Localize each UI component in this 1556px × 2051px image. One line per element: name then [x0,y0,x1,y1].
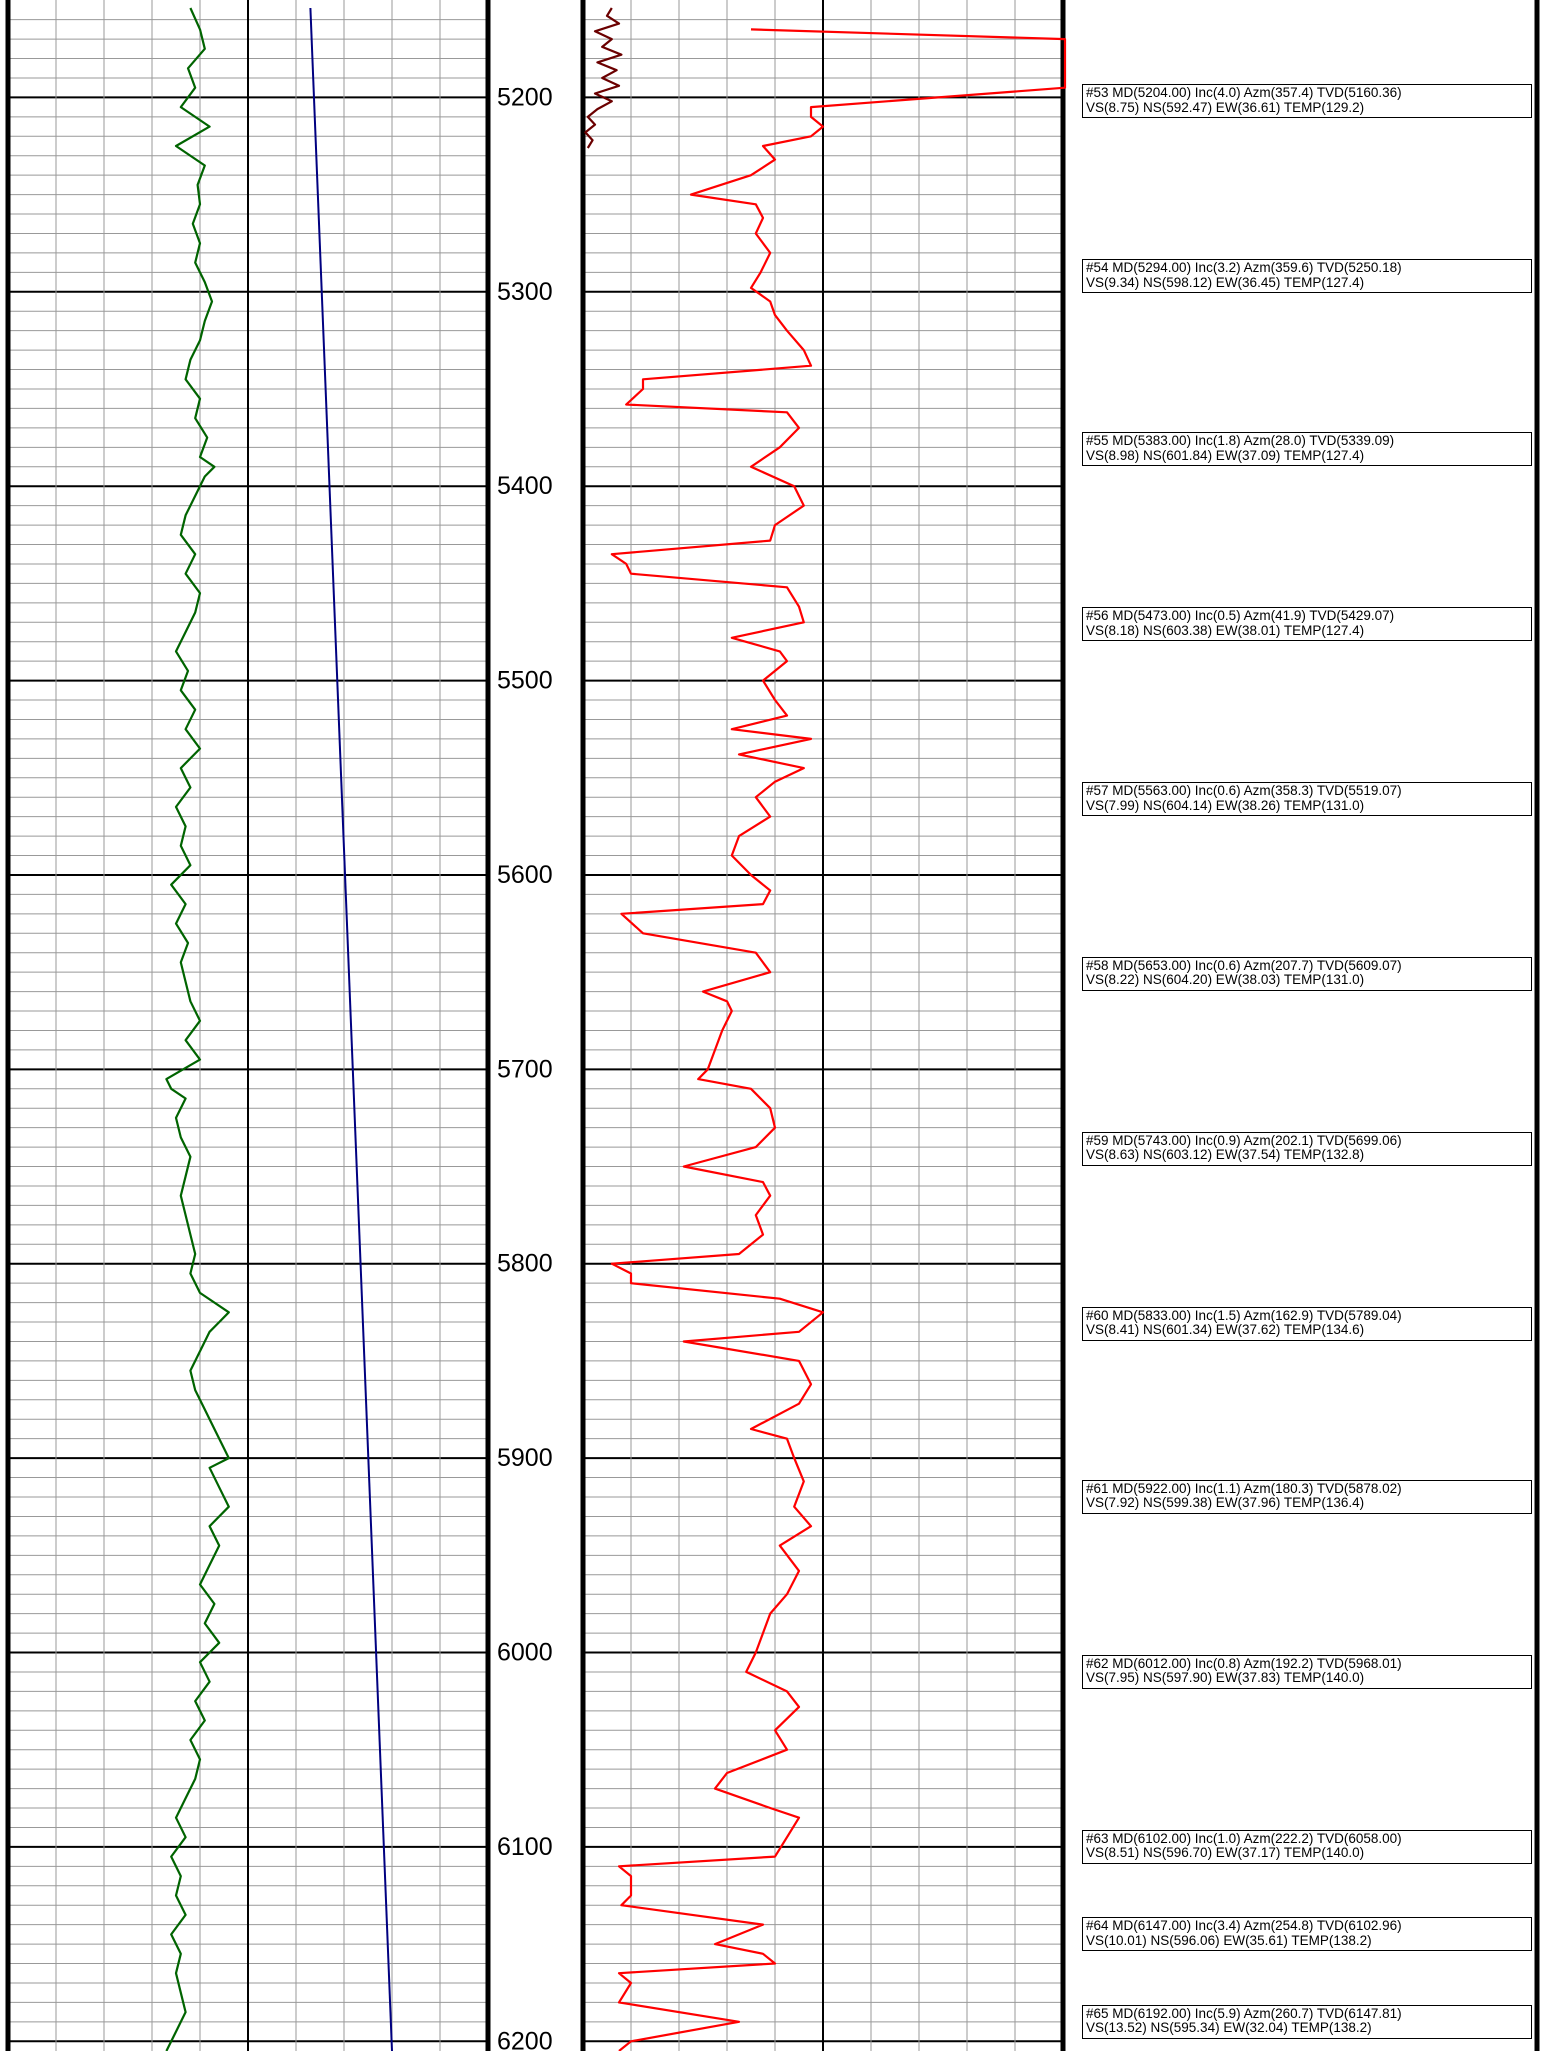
survey-station-line2: VS(8.18) NS(603.38) EW(38.01) TEMP(127.4… [1086,622,1365,638]
survey-station-line1: #53 MD(5204.00) Inc(4.0) Azm(357.4) TVD(… [1086,85,1402,101]
series-layer [165,7,1067,2051]
depth-label: 6200 [497,2027,553,2051]
depth-label: 5600 [497,861,553,889]
survey-station-line1: #55 MD(5383.00) Inc(1.8) Azm(28.0) TVD(5… [1086,433,1395,449]
survey-station-line2: VS(7.92) NS(599.38) EW(37.96) TEMP(136.4… [1086,1495,1365,1511]
survey-station-line1: #64 MD(6147.00) Inc(3.4) Azm(254.8) TVD(… [1086,1918,1402,1934]
depth-label: 5700 [497,1055,553,1083]
survey-station-line1: #61 MD(5922.00) Inc(1.1) Azm(180.3) TVD(… [1086,1480,1402,1496]
depth-label: 5800 [497,1250,553,1278]
survey-station-box: #65 MD(6192.00) Inc(5.9) Azm(260.7) TVD(… [1082,2004,1532,2039]
log-curve-2-2 [584,7,623,149]
survey-station-line2: VS(8.41) NS(601.34) EW(37.62) TEMP(134.6… [1086,1322,1365,1338]
survey-station-line1: #56 MD(5473.00) Inc(0.5) Azm(41.9) TVD(5… [1086,608,1395,624]
depth-label: 6000 [497,1639,553,1667]
depth-label: 5300 [497,278,553,306]
grid-layer [5,0,1540,2051]
depth-label: 5200 [497,83,553,111]
survey-station-line2: VS(8.22) NS(604.20) EW(38.03) TEMP(131.0… [1086,972,1365,988]
depth-label: 5500 [497,667,553,695]
survey-station-line1: #60 MD(5833.00) Inc(1.5) Azm(162.9) TVD(… [1086,1307,1402,1323]
survey-station-line1: #65 MD(6192.00) Inc(5.9) Azm(260.7) TVD(… [1086,2005,1402,2021]
survey-station-line2: VS(8.75) NS(592.47) EW(36.61) TEMP(129.2… [1086,99,1365,115]
survey-station-line1: #58 MD(5653.00) Inc(0.6) Azm(207.7) TVD(… [1086,957,1402,973]
depth-label: 5900 [497,1444,553,1472]
survey-station-line2: VS(7.99) NS(604.14) EW(38.26) TEMP(131.0… [1086,797,1365,813]
survey-station-line2: VS(13.52) NS(595.34) EW(32.04) TEMP(138.… [1086,2020,1372,2036]
survey-station-box: #64 MD(6147.00) Inc(3.4) Azm(254.8) TVD(… [1082,1917,1532,1952]
survey-station-box: #60 MD(5833.00) Inc(1.5) Azm(162.9) TVD(… [1082,1306,1532,1341]
log-curve-1-2 [309,7,393,2051]
survey-station-line2: VS(8.98) NS(601.84) EW(37.09) TEMP(127.4… [1086,447,1365,463]
survey-station-box: #58 MD(5653.00) Inc(0.6) Azm(207.7) TVD(… [1082,956,1532,991]
depth-labels: 5200 5300 5400 5500 5600 5700 5800 5900 6000 6100… [497,83,553,2051]
survey-station-line1: #62 MD(6012.00) Inc(0.8) Azm(192.2) TVD(… [1086,1655,1402,1671]
survey-station-box: #56 MD(5473.00) Inc(0.5) Azm(41.9) TVD(5… [1082,607,1532,642]
survey-station-line2: VS(7.95) NS(597.90) EW(37.83) TEMP(140.0… [1086,1670,1365,1686]
survey-station-box: #62 MD(6012.00) Inc(0.8) Azm(192.2) TVD(… [1082,1654,1532,1689]
survey-station-line2: VS(10.01) NS(596.06) EW(35.61) TEMP(138.… [1086,1932,1372,1948]
survey-station-box: #59 MD(5743.00) Inc(0.9) Azm(202.1) TVD(… [1082,1131,1532,1166]
survey-station-box: #63 MD(6102.00) Inc(1.0) Azm(222.2) TVD(… [1082,1829,1532,1864]
log-curve-1-1 [165,7,230,2051]
depth-label: 6100 [497,1833,553,1861]
survey-station-box: #54 MD(5294.00) Inc(3.2) Azm(359.6) TVD(… [1082,259,1532,294]
survey-station-box: #53 MD(5204.00) Inc(4.0) Azm(357.4) TVD(… [1082,84,1532,119]
survey-station-box: #61 MD(5922.00) Inc(1.1) Azm(180.3) TVD(… [1082,1479,1532,1514]
survey-station-box: #55 MD(5383.00) Inc(1.8) Azm(28.0) TVD(5… [1082,432,1532,467]
survey-station-line2: VS(9.34) NS(598.12) EW(36.45) TEMP(127.4… [1086,274,1365,290]
survey-station-box: #57 MD(5563.00) Inc(0.6) Azm(358.3) TVD(… [1082,782,1532,817]
survey-station-line1: #54 MD(5294.00) Inc(3.2) Azm(359.6) TVD(… [1086,260,1402,276]
survey-station-line1: #63 MD(6102.00) Inc(1.0) Azm(222.2) TVD(… [1086,1830,1402,1846]
survey-station-line1: #59 MD(5743.00) Inc(0.9) Azm(202.1) TVD(… [1086,1132,1402,1148]
depth-label: 5400 [497,472,553,500]
survey-station-line2: VS(8.63) NS(603.12) EW(37.54) TEMP(132.8… [1086,1147,1365,1163]
survey-station-line2: VS(8.51) NS(596.70) EW(37.17) TEMP(140.0… [1086,1845,1365,1861]
log-curve-2-1 [610,28,1067,2051]
survey-station-line1: #57 MD(5563.00) Inc(0.6) Azm(358.3) TVD(… [1086,783,1402,799]
